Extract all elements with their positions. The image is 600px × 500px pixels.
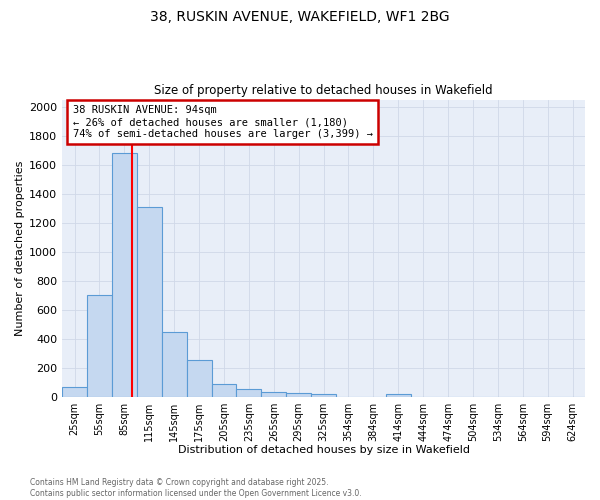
Y-axis label: Number of detached properties: Number of detached properties (15, 160, 25, 336)
Bar (137, 207, 162, 396)
Bar (262, 392, 286, 396)
Bar (162, 332, 187, 396)
X-axis label: Distribution of detached houses by size in Wakefield: Distribution of detached houses by size … (178, 445, 470, 455)
Bar (112, 153, 137, 396)
Text: 38, RUSKIN AVENUE, WAKEFIELD, WF1 2BG: 38, RUSKIN AVENUE, WAKEFIELD, WF1 2BG (150, 10, 450, 24)
Bar (62, 387, 87, 396)
Bar (87, 295, 112, 396)
Bar (311, 394, 336, 396)
Bar (187, 360, 212, 396)
Bar (286, 393, 311, 396)
Title: Size of property relative to detached houses in Wakefield: Size of property relative to detached ho… (154, 84, 493, 97)
Text: Contains HM Land Registry data © Crown copyright and database right 2025.
Contai: Contains HM Land Registry data © Crown c… (30, 478, 362, 498)
Text: 38 RUSKIN AVENUE: 94sqm
← 26% of detached houses are smaller (1,180)
74% of semi: 38 RUSKIN AVENUE: 94sqm ← 26% of detache… (73, 106, 373, 138)
Bar (212, 384, 236, 396)
Bar (386, 394, 411, 396)
Bar (236, 388, 262, 396)
